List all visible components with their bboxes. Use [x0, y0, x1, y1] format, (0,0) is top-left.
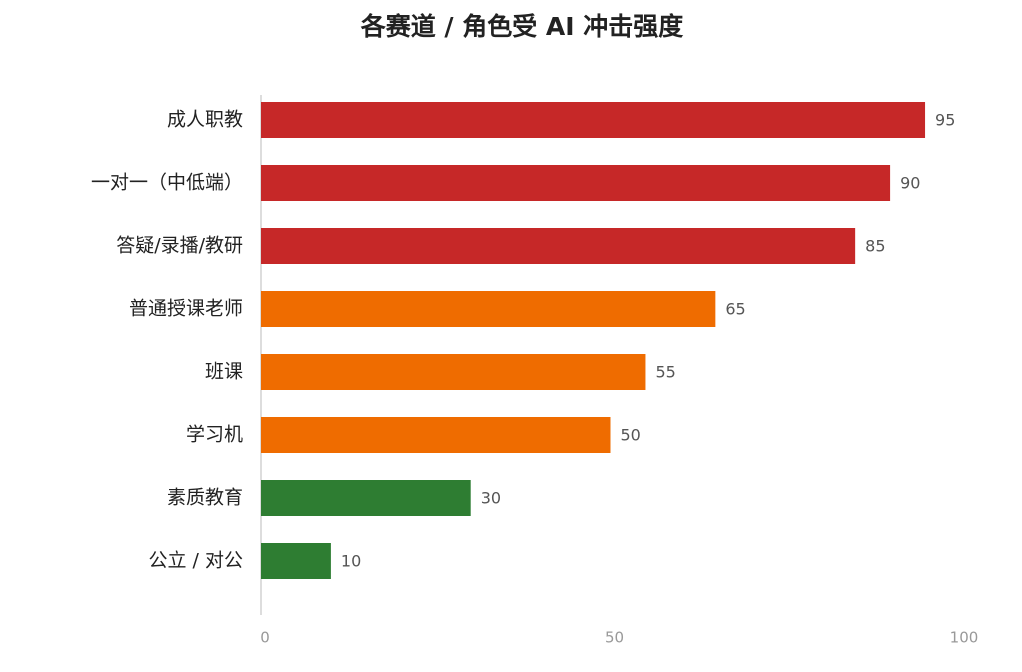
value-label: 90	[900, 174, 920, 193]
y-tick-label: 素质教育	[167, 487, 243, 509]
value-label: 55	[655, 363, 675, 382]
value-label: 50	[621, 426, 641, 445]
value-label: 30	[481, 489, 501, 508]
y-tick-label: 公立 / 对公	[149, 550, 243, 572]
x-tick-label: 100	[950, 629, 979, 647]
bar	[261, 102, 926, 138]
y-tick-label: 成人职教	[167, 109, 243, 131]
y-tick-label: 答疑/录播/教研	[116, 235, 243, 257]
bar	[261, 543, 331, 579]
bar	[261, 228, 856, 264]
value-label: 10	[341, 552, 361, 571]
bar	[261, 417, 611, 453]
y-tick-label: 一对一（中低端）	[91, 172, 243, 194]
y-tick-label: 学习机	[186, 424, 243, 446]
y-tick-label: 普通授课老师	[129, 298, 243, 320]
value-label: 95	[935, 111, 955, 130]
bar	[261, 291, 716, 327]
value-label: 65	[725, 300, 745, 319]
bar	[261, 354, 646, 390]
value-label: 85	[865, 237, 885, 256]
x-tick-label: 0	[260, 629, 270, 647]
y-tick-label: 班课	[205, 361, 243, 383]
chart-title: 各赛道 / 角色受 AI 冲击强度	[360, 12, 684, 41]
bar	[261, 480, 471, 516]
bar	[261, 165, 891, 201]
x-tick-label: 50	[605, 629, 624, 647]
